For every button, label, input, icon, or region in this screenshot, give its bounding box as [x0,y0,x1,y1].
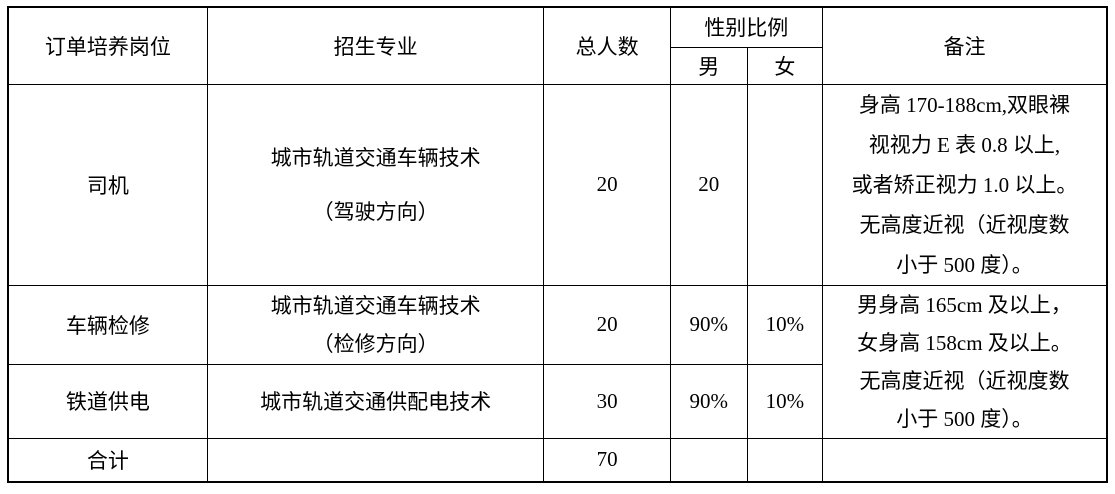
cell-maintenance-male: 90% [669,284,748,365]
cell-power-male: 90% [669,363,748,439]
header-major: 招生专业 [206,6,545,85]
cell-sum-remarks [821,437,1108,483]
row-driver: 司机 城市轨道交通车辆技术 （驾驶方向） 20 20 身高 170-188cm,双… [7,83,1108,286]
cell-sum-female [746,437,823,483]
header-total: 总人数 [543,6,671,85]
cell-power-position: 铁道供电 [7,363,208,439]
cell-power-major: 城市轨道交通供配电技术 [206,363,545,439]
cell-maintenance-female: 10% [746,284,823,365]
recruitment-table: 订单培养岗位 招生专业 总人数 性别比例 备注 男 女 司机 城市轨道交通车辆技… [7,6,1108,483]
cell-sum-male [669,437,748,483]
header-female: 女 [746,46,823,85]
cell-driver-total: 20 [543,83,671,286]
row-total: 合计 70 [7,437,1108,483]
header-gender-ratio: 性别比例 [669,6,823,48]
header-remarks: 备注 [821,6,1108,85]
header-male: 男 [669,46,748,85]
cell-sum-major [206,437,545,483]
row-power-supply: 铁道供电 城市轨道交通供配电技术 30 90% 10% [7,363,1107,439]
cell-driver-position: 司机 [7,83,208,286]
cell-sum-total: 70 [543,437,671,483]
cell-sum-position: 合计 [7,437,208,483]
cell-maintenance-power-remarks: 男身高 165cm 及以上， 女身高 158cm 及以上。 无高度近视（近视度数 小于… [821,284,1108,439]
cell-driver-major: 城市轨道交通车辆技术 （驾驶方向） [206,83,545,286]
cell-driver-male: 20 [669,83,748,286]
row-maintenance: 车辆检修 城市轨道交通车辆技术 （检修方向） 20 90% 10% 男身高 165… [7,284,1108,439]
cell-power-total: 30 [543,363,671,439]
cell-driver-remarks: 身高 170-188cm,双眼裸 视视力 E 表 0.8 以上, 或者矫正视力 1.… [821,83,1108,286]
cell-power-female: 10% [746,363,823,439]
cell-maintenance-major: 城市轨道交通车辆技术 （检修方向） [206,284,545,365]
cell-driver-female [746,83,823,286]
cell-maintenance-position: 车辆检修 [7,284,208,365]
cell-maintenance-total: 20 [543,284,671,365]
header-position: 订单培养岗位 [7,6,208,85]
